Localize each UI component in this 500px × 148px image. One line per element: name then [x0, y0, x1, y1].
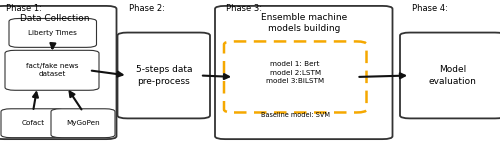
Text: model 1: Bert
model 2:LSTM
model 3:BiLSTM: model 1: Bert model 2:LSTM model 3:BiLST… — [266, 61, 324, 84]
FancyBboxPatch shape — [224, 41, 366, 112]
FancyBboxPatch shape — [0, 6, 116, 139]
Text: Cofact: Cofact — [22, 120, 44, 126]
Text: Phase 3:: Phase 3: — [226, 4, 262, 13]
Text: Phase 4:: Phase 4: — [412, 4, 448, 13]
FancyBboxPatch shape — [9, 18, 97, 47]
Text: Model
evaluation: Model evaluation — [428, 65, 476, 86]
Text: Liberty Times: Liberty Times — [28, 30, 77, 36]
FancyBboxPatch shape — [215, 6, 392, 139]
FancyBboxPatch shape — [400, 33, 500, 118]
Text: Data Collection: Data Collection — [20, 14, 90, 23]
FancyBboxPatch shape — [5, 50, 99, 90]
FancyBboxPatch shape — [51, 109, 115, 138]
Text: MyGoPen: MyGoPen — [66, 120, 100, 126]
Text: Baseline model: SVM: Baseline model: SVM — [261, 112, 330, 119]
Text: Ensemble machine
models building: Ensemble machine models building — [260, 13, 347, 33]
Text: 5-steps data
pre-process: 5-steps data pre-process — [136, 65, 192, 86]
Text: fact/fake news
dataset: fact/fake news dataset — [26, 63, 78, 77]
FancyBboxPatch shape — [1, 109, 65, 138]
Text: Phase 1:: Phase 1: — [6, 4, 42, 13]
FancyBboxPatch shape — [118, 33, 210, 118]
Text: Phase 2:: Phase 2: — [129, 4, 165, 13]
